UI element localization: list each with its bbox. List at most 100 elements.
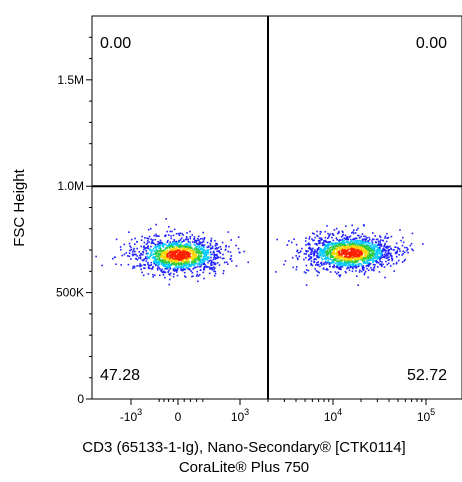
y-tick-label: 500K bbox=[56, 286, 84, 300]
event-dot bbox=[358, 252, 361, 254]
event-dot bbox=[352, 267, 354, 270]
event-dot bbox=[231, 260, 233, 262]
event-dot bbox=[164, 276, 166, 279]
event-dot bbox=[370, 267, 372, 269]
event-dot bbox=[390, 235, 393, 238]
event-dot bbox=[210, 260, 213, 262]
event-dot bbox=[358, 235, 360, 237]
event-dot bbox=[215, 247, 218, 249]
event-dot bbox=[195, 250, 197, 253]
event-dot bbox=[175, 251, 177, 254]
event-dot bbox=[384, 237, 386, 239]
event-dot bbox=[134, 243, 136, 245]
event-dot bbox=[156, 258, 158, 260]
event-dot bbox=[358, 237, 361, 239]
event-dot bbox=[169, 251, 171, 253]
event-dot bbox=[168, 266, 170, 269]
event-dot bbox=[138, 251, 141, 253]
event-dot bbox=[380, 263, 382, 265]
event-dot bbox=[175, 257, 178, 260]
event-dot bbox=[354, 232, 357, 234]
event-dot bbox=[210, 261, 213, 263]
event-dot bbox=[355, 261, 357, 264]
event-dot bbox=[193, 263, 196, 265]
y-tick-label: 1.0M bbox=[57, 179, 84, 193]
event-dot bbox=[150, 245, 152, 248]
event-dot bbox=[310, 247, 312, 250]
event-dot bbox=[209, 253, 212, 256]
event-dot bbox=[153, 250, 156, 253]
event-dot bbox=[343, 255, 346, 258]
event-dot bbox=[182, 262, 185, 264]
event-dot bbox=[161, 259, 164, 261]
event-dot bbox=[181, 260, 184, 262]
event-dot bbox=[322, 244, 324, 247]
event-dot bbox=[349, 241, 352, 244]
event-dot bbox=[141, 253, 144, 256]
event-dot bbox=[360, 249, 363, 251]
event-dot bbox=[187, 255, 189, 257]
event-dot bbox=[395, 251, 397, 253]
event-dot bbox=[312, 239, 314, 242]
event-dot bbox=[361, 250, 364, 253]
event-dot bbox=[131, 253, 134, 256]
event-dot bbox=[164, 267, 166, 270]
event-dot bbox=[339, 260, 342, 262]
event-dot bbox=[291, 256, 294, 259]
event-dot bbox=[210, 262, 212, 265]
event-dot bbox=[206, 249, 209, 251]
event-dot bbox=[311, 249, 313, 251]
event-dot bbox=[175, 265, 178, 268]
event-dot bbox=[225, 244, 227, 247]
event-dot bbox=[319, 233, 321, 235]
event-dot bbox=[199, 265, 201, 268]
event-dot bbox=[357, 250, 360, 253]
event-dot bbox=[318, 251, 321, 253]
event-dot bbox=[225, 245, 227, 248]
event-dot bbox=[185, 246, 187, 249]
event-dot bbox=[358, 250, 360, 253]
event-dot bbox=[329, 258, 331, 260]
event-dot bbox=[353, 240, 356, 243]
event-dot bbox=[338, 230, 340, 233]
event-dot bbox=[380, 253, 382, 255]
event-dot bbox=[355, 270, 357, 272]
event-dot bbox=[383, 248, 386, 250]
event-dot bbox=[367, 259, 370, 262]
event-dot bbox=[342, 242, 344, 244]
event-dot bbox=[175, 232, 178, 235]
event-dot bbox=[343, 244, 346, 246]
event-dot bbox=[340, 263, 343, 265]
event-dot bbox=[383, 244, 386, 246]
event-dot bbox=[186, 232, 188, 234]
event-dot bbox=[162, 256, 165, 259]
event-dot bbox=[180, 244, 183, 246]
event-dot bbox=[332, 265, 334, 268]
event-dot bbox=[382, 263, 384, 266]
event-dot bbox=[198, 259, 201, 261]
event-dot bbox=[373, 257, 376, 260]
event-dot bbox=[178, 249, 181, 252]
event-dot bbox=[305, 249, 307, 252]
event-dot bbox=[163, 249, 165, 252]
event-dot bbox=[182, 247, 185, 249]
event-dot bbox=[339, 266, 342, 269]
event-dot bbox=[326, 244, 328, 247]
event-dot bbox=[335, 256, 338, 258]
event-dot bbox=[357, 264, 360, 267]
event-dot bbox=[112, 257, 114, 260]
event-dot bbox=[316, 274, 319, 277]
event-dot bbox=[160, 270, 162, 272]
event-dot bbox=[356, 260, 358, 263]
event-dot bbox=[201, 259, 204, 261]
event-dot bbox=[385, 240, 388, 243]
event-dot bbox=[187, 252, 189, 254]
event-dot bbox=[346, 265, 349, 267]
event-dot bbox=[189, 269, 191, 271]
event-dot bbox=[195, 275, 198, 277]
event-dot bbox=[330, 261, 333, 264]
event-dot bbox=[338, 232, 340, 234]
event-dot bbox=[354, 256, 357, 258]
event-dot bbox=[160, 256, 163, 258]
event-dot bbox=[175, 258, 177, 261]
